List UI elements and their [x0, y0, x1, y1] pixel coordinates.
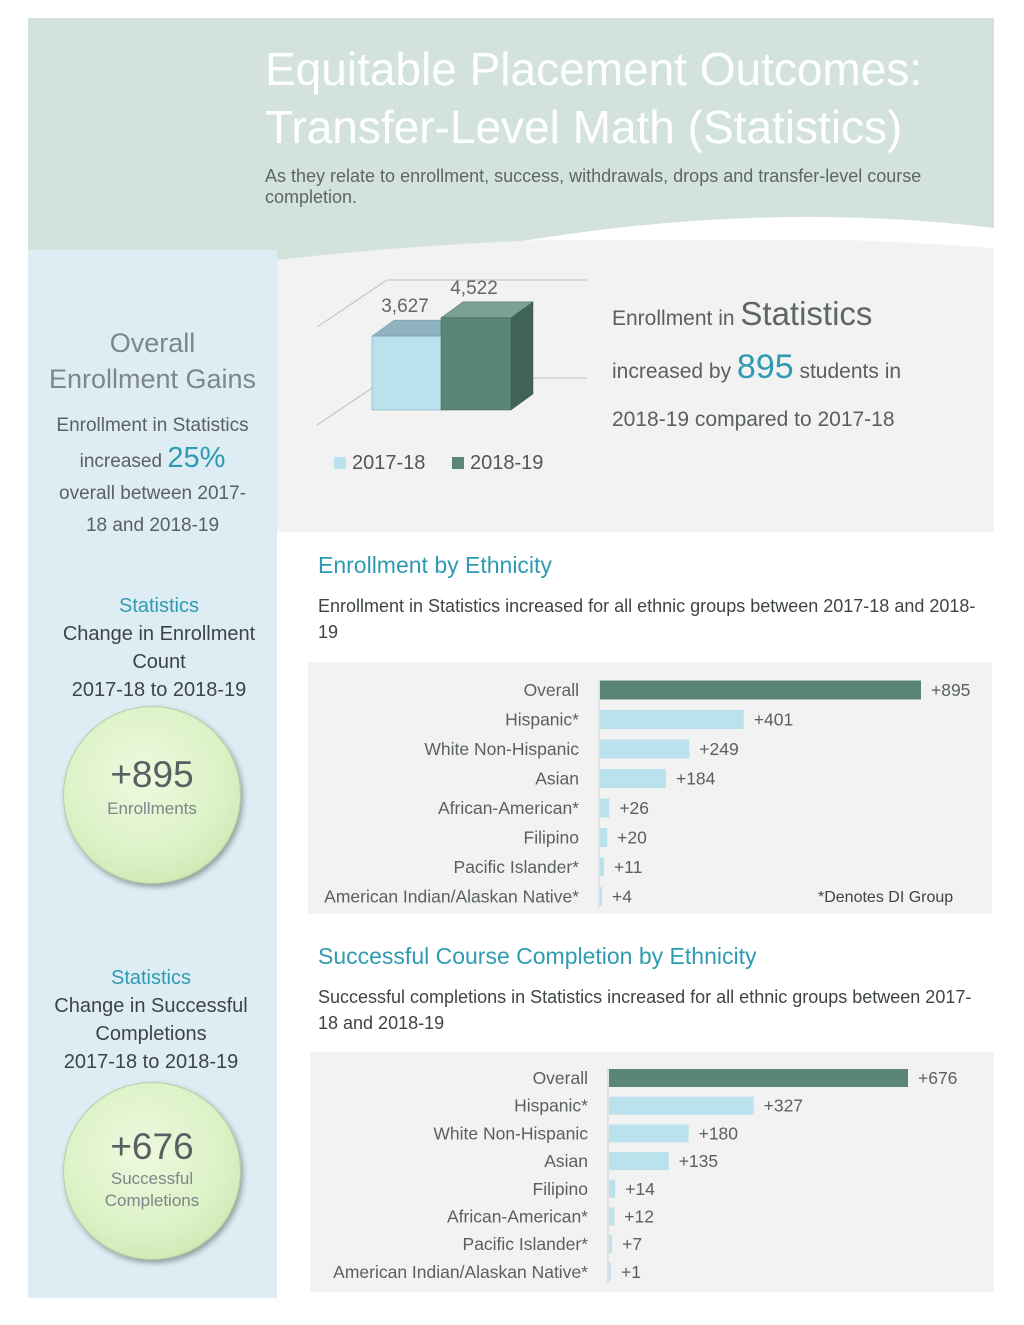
bar	[600, 857, 604, 877]
completion-change-caption: Successful Completions	[104, 1169, 200, 1210]
bar	[609, 1179, 616, 1198]
bar-value-label: +249	[699, 739, 738, 759]
category-label: Asian	[535, 769, 579, 789]
bar	[609, 1262, 611, 1281]
page-subtitle: As they relate to enrollment, success, w…	[265, 166, 922, 207]
category-label: Overall	[524, 680, 579, 700]
enrollment-gains-title: Overall Enrollment Gains	[48, 328, 257, 394]
header-background	[28, 18, 994, 289]
category-label: African-American*	[447, 1207, 588, 1227]
bar	[609, 1096, 754, 1115]
bar-value-label: +12	[624, 1207, 654, 1227]
bar-value-label: +11	[614, 857, 642, 877]
bar	[600, 710, 744, 729]
category-label: White Non-Hispanic	[433, 1123, 588, 1143]
completion-change-value: +676	[110, 1126, 194, 1167]
bar	[609, 1152, 669, 1171]
category-label: Hispanic*	[514, 1096, 588, 1116]
completion-by-ethnicity-chart: Overall +676 Hispanic* +327 White Non-Hispan…	[310, 1052, 994, 1292]
bar-value-label: +401	[754, 710, 793, 730]
bar	[609, 1207, 615, 1226]
column-bar-2017-18	[371, 335, 443, 411]
bar-value-label: +7	[622, 1234, 642, 1254]
page-title: Equitable Placement Outcomes: Transfer-L…	[265, 40, 985, 156]
bar	[600, 739, 690, 759]
enrollment-change-value: +895	[110, 754, 194, 795]
bar-value-label: +184	[676, 769, 716, 789]
bar	[600, 798, 610, 818]
bar-value-label: +14	[625, 1179, 655, 1199]
enrollment-statement: Enrollment in Statistics increased by 89…	[612, 295, 902, 431]
bar	[600, 680, 921, 700]
bar	[609, 1124, 689, 1143]
bar-value-label: +676	[918, 1068, 957, 1088]
enrollment-chart-panel: 3,627 4,522 2017-18 2018-19	[277, 240, 994, 532]
bar-value-label: +895	[931, 680, 970, 700]
bar-value-label: +4	[612, 887, 632, 907]
enrollment-change-heading: Statistics Change in Enrollment Count 20…	[62, 595, 256, 701]
title-line-1: Equitable Placement Outcomes:	[265, 43, 923, 95]
category-label: Asian	[544, 1151, 588, 1171]
category-label: African-American*	[438, 798, 579, 818]
bar-value-label: +180	[699, 1123, 739, 1143]
completion-change-heading: Statistics Change in Successful Completi…	[54, 967, 248, 1073]
category-label: Pacific Islander*	[463, 1234, 589, 1254]
enrollment-gains-text: Enrollment in Statistics increased 25% o…	[56, 415, 249, 536]
bar	[600, 887, 602, 906]
category-label: American Indian/Alaskan Native*	[333, 1262, 588, 1282]
enrollment-by-ethnicity-chart: Overall +895 Hispanic* +401 White Non-Hispan…	[308, 662, 992, 914]
category-label: American Indian/Alaskan Native*	[324, 887, 579, 907]
category-label: Pacific Islander*	[454, 857, 580, 877]
bar	[600, 828, 608, 847]
bar-value-label: +135	[679, 1151, 718, 1171]
legend-swatch	[452, 457, 464, 469]
column-value-label: 4,522	[450, 278, 498, 299]
bar	[609, 1069, 908, 1087]
bar	[600, 769, 666, 788]
legend-label: 2017-18	[352, 452, 425, 474]
legend-label: 2018-19	[470, 452, 543, 474]
bar-value-label: +327	[764, 1096, 803, 1116]
category-label: Filipino	[533, 1179, 588, 1199]
enrollment-3d-column-chart: 3,627 4,522 2017-18 2018-19	[316, 278, 587, 474]
category-label: White Non-Hispanic	[424, 739, 579, 759]
column-bar-2018-19	[440, 317, 512, 411]
enrollment-change-badge: +895 Enrollments	[63, 706, 241, 884]
bar	[609, 1235, 613, 1254]
title-line-2: Transfer-Level Math (Statistics)	[265, 101, 903, 153]
legend-swatch	[334, 457, 346, 469]
enrollment-change-caption: Enrollments	[107, 799, 197, 818]
di-group-note: *Denotes DI Group	[818, 889, 954, 906]
bar-value-label: +26	[619, 798, 649, 818]
ethnicity-section-description: Enrollment in Statistics increased for a…	[318, 596, 976, 642]
gains-percent: 25%	[167, 442, 226, 474]
column-value-label: 3,627	[381, 296, 429, 317]
completion-change-badge: +676 Successful Completions	[63, 1082, 241, 1260]
bar-value-label: +1	[621, 1262, 641, 1282]
chart-wall-line	[316, 279, 388, 328]
column-side	[510, 301, 534, 411]
category-label: Overall	[533, 1068, 588, 1088]
enrollment-increase-number: 895	[736, 348, 794, 386]
category-label: Hispanic*	[505, 710, 579, 730]
completion-section-title: Successful Course Completion by Ethnicit…	[318, 943, 757, 969]
ethnicity-section-title: Enrollment by Ethnicity	[318, 552, 552, 578]
completion-section-description: Successful completions in Statistics inc…	[318, 987, 972, 1033]
category-label: Filipino	[524, 828, 579, 848]
bar-value-label: +20	[617, 828, 647, 848]
